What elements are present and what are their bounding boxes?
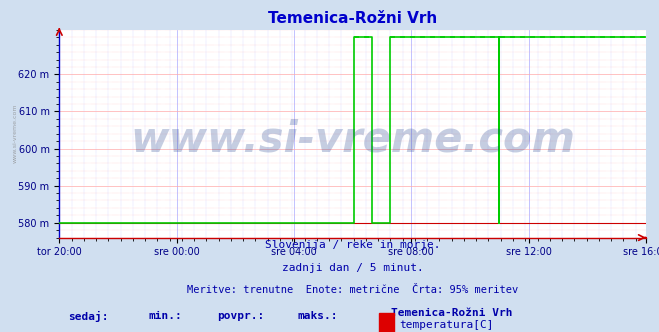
Text: www.si-vreme.com: www.si-vreme.com bbox=[13, 104, 18, 163]
Text: -nan: -nan bbox=[304, 330, 331, 332]
Text: Meritve: trenutne  Enote: metrične  Črta: 95% meritev: Meritve: trenutne Enote: metrične Črta: … bbox=[187, 285, 518, 295]
Text: Slovenija / reke in morje.: Slovenija / reke in morje. bbox=[265, 240, 440, 250]
Text: -nan: -nan bbox=[152, 330, 179, 332]
Text: temperatura[C]: temperatura[C] bbox=[399, 320, 494, 330]
Text: sedaj:: sedaj: bbox=[69, 311, 109, 322]
Text: povpr.:: povpr.: bbox=[217, 311, 265, 321]
Text: -nan: -nan bbox=[75, 330, 102, 332]
Text: min.:: min.: bbox=[148, 311, 182, 321]
Text: -nan: -nan bbox=[227, 330, 254, 332]
Title: Temenica-Rožni Vrh: Temenica-Rožni Vrh bbox=[268, 11, 437, 26]
Bar bbox=[379, 313, 393, 332]
Text: www.si-vreme.com: www.si-vreme.com bbox=[130, 119, 575, 161]
Text: maks.:: maks.: bbox=[297, 311, 337, 321]
Text: Temenica-Rožni Vrh: Temenica-Rožni Vrh bbox=[391, 308, 512, 318]
Text: zadnji dan / 5 minut.: zadnji dan / 5 minut. bbox=[281, 263, 424, 273]
